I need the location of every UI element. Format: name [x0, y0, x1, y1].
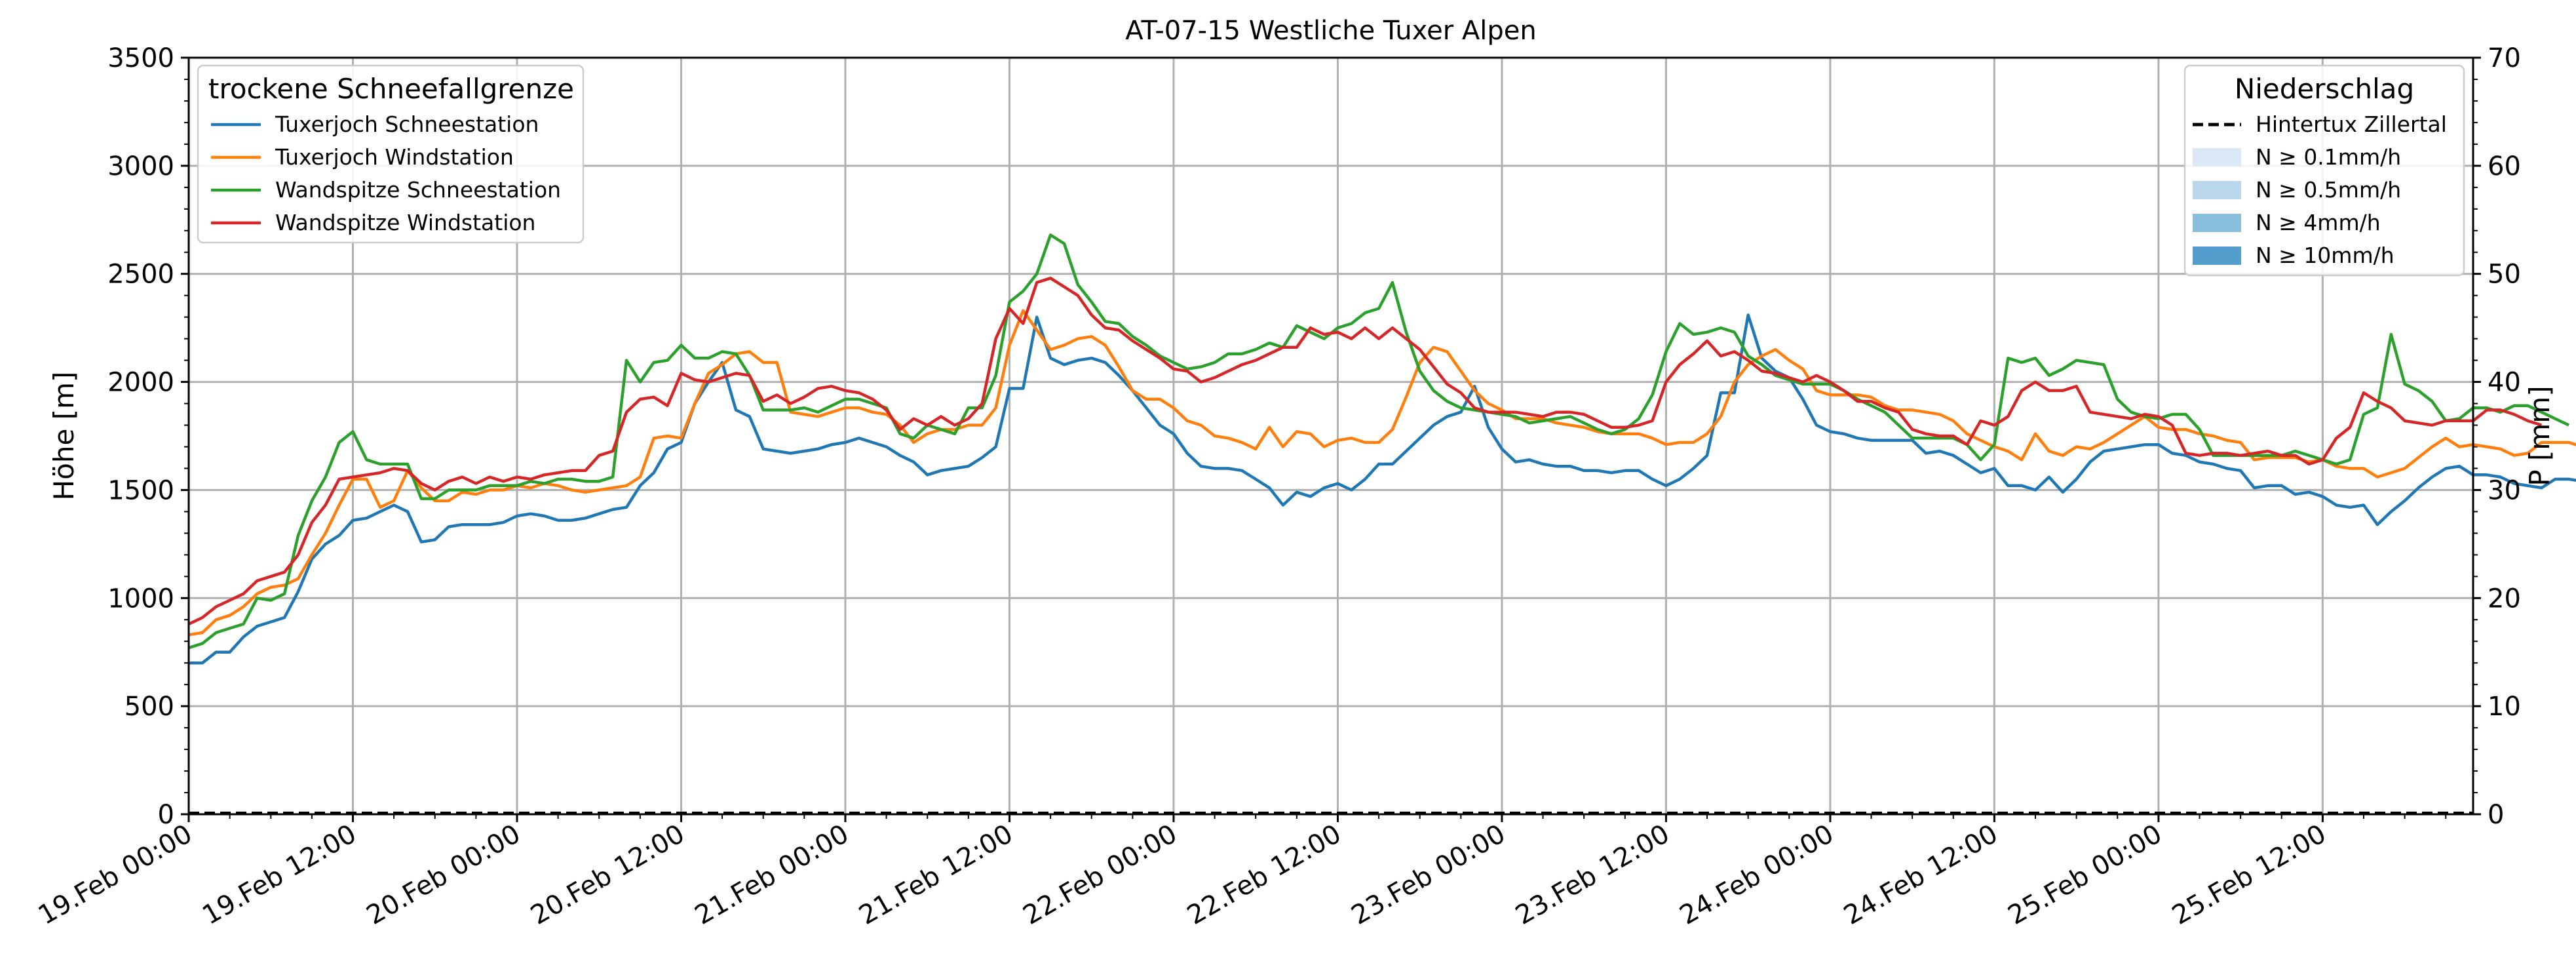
series-line-wandspitze-windstation: [188, 277, 2543, 625]
legend-swatch: [2193, 214, 2241, 232]
x-tick-label: 25.Feb 00:00: [2003, 819, 2167, 931]
x-tick-label: 19.Feb 12:00: [197, 819, 361, 931]
y-tick-label: 2500: [107, 260, 174, 290]
legend-entry-label: N ≥ 10mm/h: [2256, 243, 2394, 268]
y-tick-label: 3500: [107, 43, 174, 73]
y-tick-label: 1000: [107, 583, 174, 614]
x-tick-label: 23.Feb 00:00: [1347, 819, 1510, 931]
legend-title: trockene Schneefallgrenze: [208, 73, 574, 105]
y-axis-label: Höhe [m]: [48, 372, 80, 501]
legend-entry-label: Tuxerjoch Schneestation: [275, 111, 539, 137]
legend-entry-label: N ≥ 4mm/h: [2256, 210, 2381, 235]
x-tick-label: 21.Feb 00:00: [690, 819, 854, 931]
y-tick-label: 1500: [107, 475, 174, 505]
y2-tick-label: 20: [2488, 583, 2521, 614]
series-lines: [188, 233, 2576, 665]
y-tick-label: 500: [125, 692, 174, 722]
x-tick-label: 19.Feb 00:00: [33, 819, 197, 931]
x-tick-label: 21.Feb 12:00: [854, 819, 1018, 931]
legend-entry-label: Hintertux Zillertal: [2256, 111, 2447, 137]
x-tick-label: 20.Feb 12:00: [526, 819, 689, 931]
legend-swatch: [2193, 181, 2241, 199]
legend-swatch: [2193, 148, 2241, 167]
y-tick-label: 0: [158, 800, 174, 830]
y2-tick-label: 60: [2488, 151, 2521, 182]
legend-entry-label: Tuxerjoch Windstation: [275, 144, 514, 170]
y2-axis-label: P [mm]: [2524, 385, 2556, 486]
legend-niederschlag: Niederschlag Hintertux Zillertal N ≥ 0.1m…: [2183, 64, 2465, 277]
y2-tick-label: 30: [2488, 475, 2521, 505]
legend-entry-label: N ≥ 0.1mm/h: [2256, 144, 2401, 170]
series-line-tuxerjoch-windstation: [188, 309, 2576, 637]
legend-entry-label: Wandspitze Schneestation: [275, 177, 561, 203]
y2-tick-label: 50: [2488, 260, 2521, 290]
y2-tick-label: 70: [2488, 43, 2521, 73]
grid-lines: [187, 56, 2473, 816]
y2-tick-label: 40: [2488, 368, 2521, 398]
chart-title: AT-07-15 Westliche Tuxer Alpen: [1125, 16, 1536, 46]
x-tick-label: 24.Feb 00:00: [1675, 819, 1839, 931]
legend-box: [197, 64, 585, 244]
y2-tick-label: 0: [2488, 800, 2504, 830]
series-line-wandspitze-schneestation: [188, 233, 2570, 650]
y2-tick-label: 10: [2488, 692, 2521, 722]
x-tick-label: 25.Feb 12:00: [2167, 819, 2331, 931]
x-tick-label: 24.Feb 12:00: [1839, 819, 2003, 931]
plot-frame: [187, 56, 2474, 816]
x-tick-label: 20.Feb 00:00: [362, 819, 526, 931]
legend-entry-label: N ≥ 0.5mm/h: [2256, 177, 2401, 203]
legend-box: [2183, 64, 2465, 277]
legend-schneefallgrenze: trockene Schneefallgrenze Tuxerjoch Schn…: [197, 64, 585, 244]
x-tick-label: 23.Feb 12:00: [1510, 819, 1674, 931]
legend-swatch: [2193, 247, 2241, 265]
y-tick-label: 2000: [107, 368, 174, 398]
series-line-tuxerjoch-schneestation: [189, 313, 2576, 665]
x-tick-label: 22.Feb 00:00: [1018, 819, 1182, 931]
legend-title: Niederschlag: [2235, 73, 2414, 105]
y-tick-label: 3000: [107, 151, 174, 182]
x-tick-label: 22.Feb 12:00: [1182, 819, 1346, 931]
legend-entry-label: Wandspitze Windstation: [275, 210, 535, 235]
